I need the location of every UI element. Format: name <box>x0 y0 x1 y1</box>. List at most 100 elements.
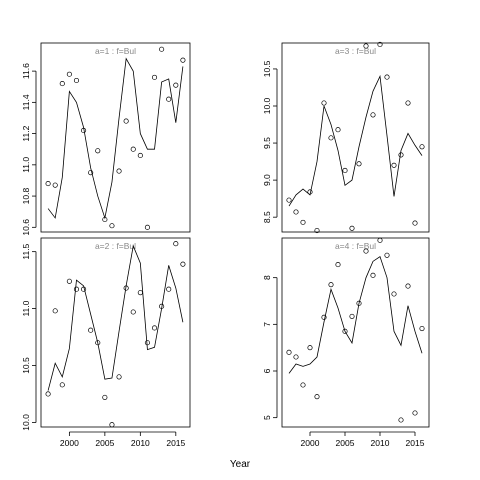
observed-point <box>116 168 122 174</box>
fitted-line <box>288 256 423 374</box>
observed-point <box>130 309 136 315</box>
x-axis-title: Year <box>230 459 251 470</box>
observed-point <box>293 354 299 360</box>
observed-point <box>151 74 158 80</box>
observed-point <box>356 161 362 167</box>
observed-point <box>349 225 355 231</box>
observed-point <box>363 43 369 49</box>
observed-point <box>384 74 390 80</box>
observed-point <box>300 219 306 225</box>
observed-point <box>137 290 143 296</box>
panel-label: a=2 : f=Bul <box>95 241 136 251</box>
observed-point <box>328 135 334 141</box>
observed-point <box>314 227 320 234</box>
y-tick-label: 10.0 <box>262 97 272 114</box>
observed-point <box>109 422 115 428</box>
panel-frame <box>40 42 191 233</box>
y-tick-label: 10.0 <box>21 414 31 431</box>
observed-point <box>66 71 72 77</box>
observed-point <box>88 327 94 333</box>
observed-point <box>335 127 341 133</box>
observed-point <box>52 308 58 314</box>
observed-point <box>52 182 58 188</box>
observed-point <box>66 278 72 284</box>
observed-point <box>88 170 94 176</box>
x-tick-label: 2000 <box>301 438 320 448</box>
panel-frame <box>40 237 191 428</box>
observed-point <box>130 146 136 152</box>
observed-point <box>159 46 165 52</box>
y-tick-label: 11.5 <box>21 243 31 259</box>
observed-point <box>412 410 418 416</box>
observed-point <box>398 417 404 423</box>
observed-point <box>405 283 411 289</box>
y-tick-label: 8.5 <box>262 211 272 223</box>
panel-2: a=3 : f=Bul 8.5 9.0 9.5 10.0 10.5 <box>262 41 430 234</box>
observed-point <box>335 262 341 268</box>
observed-point <box>300 382 306 388</box>
observed-point <box>377 237 383 243</box>
observed-point <box>180 261 186 267</box>
observed-point <box>370 272 376 278</box>
observed-point <box>391 162 397 168</box>
y-tick-label: 11.2 <box>21 125 31 141</box>
panel-3: a=2 : f=Bul 10.0 10.5 11.0 11.5 2000 2005 2010 2… <box>21 237 191 448</box>
observed-point <box>144 340 150 346</box>
y-tick-label: 11.0 <box>21 157 31 173</box>
observed-point <box>412 220 418 226</box>
observed-point <box>398 152 404 158</box>
observed-point <box>73 77 80 84</box>
observed-point <box>328 282 334 288</box>
observed-point <box>342 328 348 334</box>
observed-point <box>137 152 143 159</box>
observed-point <box>349 313 355 319</box>
observed-point <box>166 96 172 102</box>
y-tick-label: 9.0 <box>262 174 272 186</box>
panel-frame <box>281 237 430 428</box>
observed-point <box>405 100 411 106</box>
y-tick-label: 8 <box>262 275 272 280</box>
y-tick-label: 6 <box>262 368 272 373</box>
observed-point <box>363 248 369 254</box>
observed-point <box>116 374 122 380</box>
x-tick-label: 2015 <box>166 438 185 448</box>
observed-point <box>166 286 172 292</box>
fitted-line <box>288 74 423 207</box>
observed-point <box>151 325 158 331</box>
observed-point <box>173 241 179 247</box>
y-tick-label: 10.5 <box>262 60 272 77</box>
observed-point <box>144 224 150 230</box>
fitted-line <box>47 57 184 220</box>
y-tick-label: 5 <box>262 415 272 420</box>
observed-point <box>95 340 101 346</box>
y-tick-label: 11.4 <box>21 94 31 110</box>
panel-4: a=4 : f=Bul 5 6 7 8 2000 2005 2010 2015 <box>262 237 430 448</box>
observed-point <box>123 118 129 124</box>
x-tick-label: 2005 <box>95 438 114 448</box>
observed-point <box>286 197 292 203</box>
observed-point <box>286 349 292 355</box>
panel-frame <box>281 42 430 233</box>
y-tick-label: 11.0 <box>21 300 31 316</box>
observed-point <box>419 144 425 150</box>
observed-point <box>307 345 313 351</box>
y-tick-label: 10.5 <box>21 357 31 374</box>
x-tick-label: 2015 <box>406 438 425 448</box>
x-tick-label: 2005 <box>336 438 355 448</box>
fitted-line <box>47 244 184 391</box>
panel-label: a=4 : f=Bul <box>335 241 376 251</box>
x-tick-label: 2010 <box>131 438 150 448</box>
observed-point <box>391 291 397 297</box>
observed-point <box>180 57 186 63</box>
observed-point <box>173 82 179 88</box>
observed-point <box>45 391 51 397</box>
panel-1: a=1 : f=Bul 10.6 10.8 11.0 11.2 11.4 11.6 <box>21 42 191 236</box>
observed-point <box>109 223 115 229</box>
observed-point <box>314 394 320 400</box>
observed-point <box>321 100 327 106</box>
x-tick-label: 2010 <box>371 438 390 448</box>
panels: a=1 : f=Bul 10.6 10.8 11.0 11.2 11.4 11.6 a=3 :… <box>21 41 430 448</box>
y-tick-label: 7 <box>262 322 272 327</box>
observed-point <box>45 181 51 187</box>
